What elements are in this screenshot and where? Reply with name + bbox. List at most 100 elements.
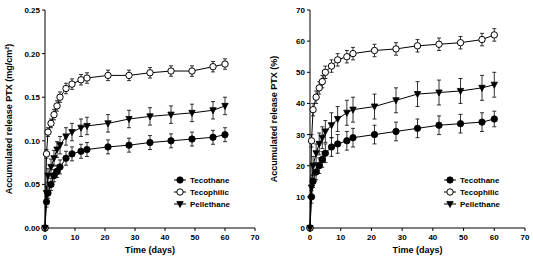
error-cap [46,136,50,137]
data-point [307,225,313,231]
y-tick [307,72,310,73]
data-point [126,116,132,122]
x-tick-label: 50 [459,233,468,242]
data-point [491,116,497,122]
error-cap [64,127,68,128]
error-cap [492,97,496,98]
data-point [222,103,228,109]
error-cap [223,141,227,142]
data-point [457,40,463,46]
data-point [78,148,84,154]
error-cap [169,147,173,148]
x-tick-label: 0 [43,233,48,242]
error-cap [311,115,315,116]
error-cap [49,119,53,120]
data-point [319,156,325,162]
error-cap [459,78,463,79]
y-tick [42,10,45,11]
error-cap [127,127,131,128]
data-point [48,120,54,126]
chart: 0.000.050.100.150.200.25010203040506070T… [4,6,260,255]
data-point [63,134,69,140]
x-tick-label: 50 [191,233,200,242]
error-cap [106,153,110,154]
data-point [308,185,314,191]
legend: TecothaneTecophilicPellethane [174,176,231,209]
data-point [105,144,111,150]
error-cap [323,142,327,143]
x-tick-label: 30 [131,233,140,242]
error-cap [148,107,152,108]
legend-label: Tecothane [190,176,230,185]
legend-marker [447,189,453,195]
error-cap [211,71,215,72]
error-cap [323,120,327,121]
error-cap [106,70,110,71]
error-cap [85,156,89,157]
data-point [84,123,90,129]
y-tick [42,140,45,141]
data-point [491,82,497,88]
x-tick [371,228,372,231]
data-point [69,151,75,157]
y-tick-label: 0.20 [24,50,40,59]
x-tick [195,228,196,231]
data-point [313,94,319,100]
error-cap [148,67,152,68]
error-cap [127,80,131,81]
error-cap [323,66,327,67]
data-point [105,121,111,127]
error-cap [437,115,441,116]
error-cap [416,106,420,107]
error-cap [85,83,89,84]
error-cap [330,137,334,138]
error-cap [211,101,215,102]
error-cap [79,84,83,85]
data-point [105,72,111,78]
error-cap [480,45,484,46]
data-point [344,54,350,60]
error-cap [345,131,349,132]
x-tick [525,228,526,231]
x-tick-label: 60 [490,233,499,242]
chart: 010203040506070010203040506070Time (days… [269,6,530,255]
error-cap [45,200,49,201]
x-tick [105,228,106,231]
error-cap [416,39,420,40]
error-cap [351,147,355,148]
legend-label: Pellethane [190,200,231,209]
data-point [168,138,174,144]
y-tick [307,103,310,104]
error-cap [311,156,315,157]
data-point [313,151,319,157]
error-cap [45,186,49,187]
error-cap [211,130,215,131]
error-cap [459,48,463,49]
data-point [344,110,350,116]
error-cap [58,91,62,92]
data-point [45,129,51,135]
y-tick-label: 40 [296,99,305,108]
data-point [57,143,63,149]
error-cap [70,160,74,161]
error-cap [394,112,398,113]
data-point [344,138,350,144]
error-cap [45,158,49,159]
error-cap [394,55,398,56]
data-point [322,129,328,135]
error-cap [416,119,420,120]
error-cap [320,126,324,127]
legend-label: Tecothane [460,176,500,185]
error-cap [106,139,110,140]
error-cap [437,80,441,81]
error-cap [211,144,215,145]
error-cap [311,175,315,176]
data-point [393,46,399,52]
error-cap [437,38,441,39]
data-point [310,163,316,169]
data-point [63,85,69,91]
data-point [189,110,195,116]
data-point [57,94,63,100]
data-point [436,122,442,128]
data-point [308,138,314,144]
